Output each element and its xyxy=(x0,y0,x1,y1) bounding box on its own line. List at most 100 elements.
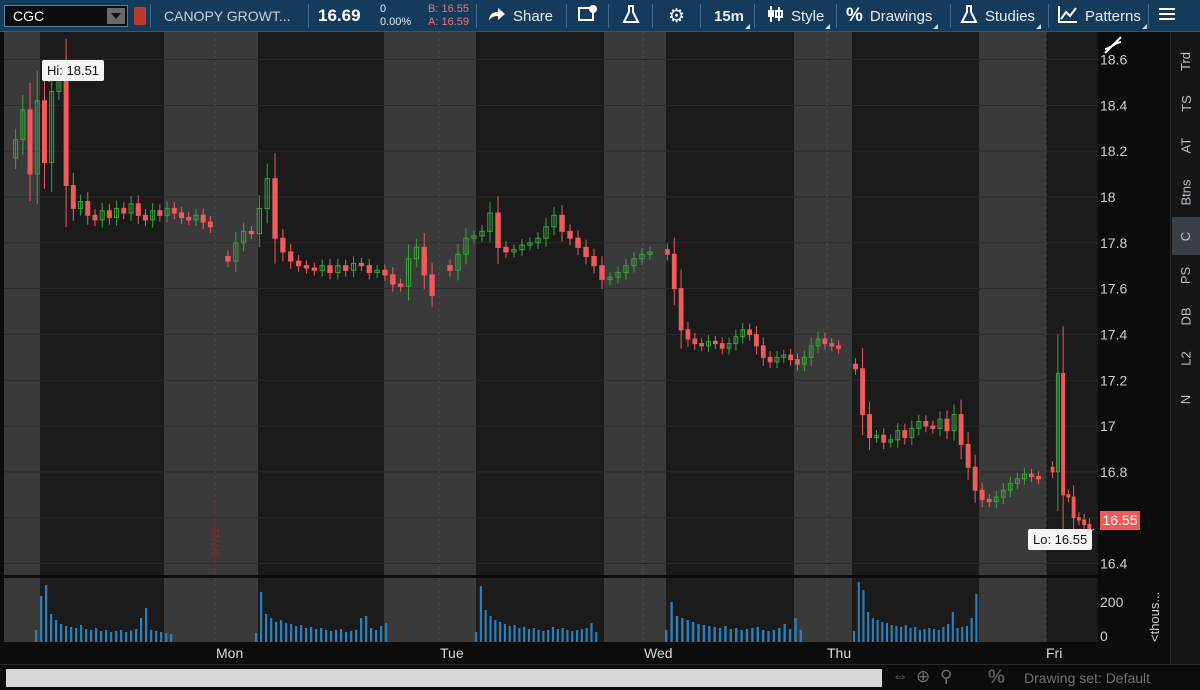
volume-bar xyxy=(670,602,673,642)
candle-body-up xyxy=(607,276,613,280)
candle-body-down xyxy=(923,420,929,427)
volume-bar xyxy=(909,628,912,642)
patterns-menu-button[interactable]: Patterns xyxy=(1058,0,1147,32)
day-label-mon: Mon xyxy=(216,645,244,661)
volume-chart[interactable] xyxy=(4,578,1098,642)
settings-button[interactable]: ⚙ xyxy=(668,0,692,32)
candle-body-down xyxy=(106,210,112,219)
last-price: 16.69 xyxy=(318,6,361,25)
volume-bar xyxy=(961,627,964,642)
side-tab-at[interactable]: AT xyxy=(1172,126,1200,164)
share-button[interactable]: Share xyxy=(488,0,553,32)
candle-body-up xyxy=(193,214,199,221)
candle-body-up xyxy=(631,258,637,267)
studies-lab-button[interactable] xyxy=(622,0,647,32)
side-tab-ps[interactable]: PS xyxy=(1172,256,1200,294)
price-axis-ticks: 16.416.616.81717.217.417.617.81818.218.4… xyxy=(1100,51,1127,571)
volume-plot xyxy=(4,578,1047,642)
candle-body-up xyxy=(874,434,880,439)
volume-bar xyxy=(484,610,487,642)
crosshair-icon[interactable]: ⊕ xyxy=(916,667,931,686)
symbol-selector[interactable]: CGC xyxy=(4,5,128,27)
volume-bar xyxy=(95,628,98,642)
candle-body-down xyxy=(303,265,310,269)
candle-body-down xyxy=(678,288,684,331)
volume-bar xyxy=(799,630,803,642)
candle-body-up xyxy=(1014,478,1020,484)
interval-selector[interactable]: 15m xyxy=(714,0,751,32)
candle-body-up xyxy=(781,354,787,358)
more-options-button[interactable] xyxy=(1158,0,1183,32)
candle-body-up xyxy=(256,207,262,235)
candle-body-down xyxy=(836,345,841,349)
zoom-icon[interactable]: ⚲ xyxy=(940,667,953,686)
volume-bar xyxy=(320,628,323,642)
volume-bar xyxy=(45,585,48,642)
chart-settings-button[interactable] xyxy=(578,0,605,32)
candle-body-up xyxy=(479,230,485,237)
volume-bar xyxy=(335,630,338,642)
volume-bar xyxy=(756,627,759,642)
toolbar-divider xyxy=(476,4,477,28)
price-tick-label: 17.6 xyxy=(1100,281,1127,297)
candle-body-up xyxy=(535,237,541,244)
side-tab-label: TS xyxy=(1178,94,1194,112)
side-tab-n[interactable]: N xyxy=(1172,380,1200,418)
volume-bar xyxy=(130,630,133,642)
side-tab-label: AT xyxy=(1178,137,1194,153)
candle-body-down xyxy=(1050,466,1055,473)
side-tab-db[interactable]: DB xyxy=(1172,297,1200,335)
side-tab-label: C xyxy=(1178,231,1194,241)
price-tick-label: 17.4 xyxy=(1100,326,1127,342)
volume-bar xyxy=(697,624,700,642)
candle-body-up xyxy=(49,91,55,164)
price-axis[interactable]: 16.416.616.81717.217.417.617.81818.218.4… xyxy=(1098,32,1168,575)
pan-arrows-icon[interactable]: ⇔ xyxy=(892,668,908,685)
volume-bar xyxy=(265,614,268,642)
percent-icon[interactable]: % xyxy=(988,667,1005,688)
candle-body-down xyxy=(421,246,427,276)
volume-bar xyxy=(881,622,884,642)
studies-menu-button[interactable]: Studies xyxy=(960,0,1042,32)
net-change-percent: 0.00% xyxy=(380,16,412,28)
candle-body-up xyxy=(801,356,807,365)
side-tab-trd[interactable]: Trd xyxy=(1172,42,1200,80)
candle-body-down xyxy=(272,178,278,239)
candle-body-up xyxy=(150,210,156,221)
candle-body-up xyxy=(335,265,341,274)
symbol-link-icon[interactable] xyxy=(134,7,146,25)
side-tab-c[interactable]: C xyxy=(1172,217,1200,255)
hamburger-icon xyxy=(1158,6,1176,27)
volume-bar xyxy=(90,630,93,642)
style-menu-button[interactable]: Style xyxy=(766,0,831,32)
drawing-set-label[interactable]: Drawing set: Default xyxy=(1024,670,1151,686)
candle-body-down xyxy=(382,269,388,276)
time-axis[interactable]: Mon Tue Wed Thu Fri xyxy=(4,643,1098,663)
corner-caret-icon xyxy=(933,24,939,29)
candle-body-down xyxy=(248,230,255,235)
candle-body-down xyxy=(280,237,286,253)
side-tab-ts[interactable]: TS xyxy=(1172,84,1200,122)
volume-tick-label: 200 xyxy=(1100,594,1124,610)
volume-bar xyxy=(928,628,931,642)
volume-bar xyxy=(942,627,945,642)
volume-bar xyxy=(729,629,733,642)
volume-bar xyxy=(751,628,754,642)
toolbar-divider xyxy=(652,4,653,28)
candle-body-up xyxy=(733,336,739,345)
drawings-menu-button[interactable]: % Drawings xyxy=(846,0,939,32)
autoscale-icon[interactable] xyxy=(1104,36,1122,54)
symbol-text: CGC xyxy=(13,8,45,24)
chevron-down-icon[interactable] xyxy=(107,8,125,24)
volume-bar xyxy=(778,628,781,642)
side-tab-l2[interactable]: L2 xyxy=(1172,339,1200,377)
side-tab-btns[interactable]: Btns xyxy=(1172,173,1200,211)
price-chart[interactable]: 3/7/22 Hi: 18.51 Lo: 16.55 xyxy=(4,32,1098,575)
candle-body-down xyxy=(1082,519,1087,526)
candle-body-down xyxy=(1066,494,1071,498)
candle-body-down xyxy=(853,363,858,370)
volume-bar xyxy=(375,630,378,642)
candle-body-down xyxy=(207,221,213,228)
price-plot[interactable]: 3/7/22 xyxy=(4,32,1098,575)
horizontal-scrollbar[interactable] xyxy=(6,669,882,687)
